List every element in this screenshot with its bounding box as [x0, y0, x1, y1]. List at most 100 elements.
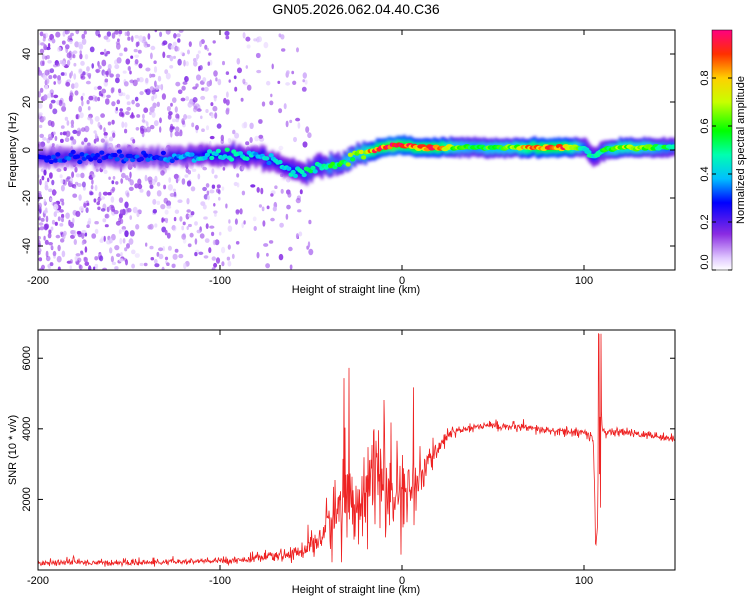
noise-speckle — [278, 108, 283, 114]
noise-speckle — [122, 238, 126, 244]
noise-speckle — [172, 225, 176, 229]
noise-speckle — [191, 168, 197, 172]
noise-speckle — [111, 101, 116, 107]
noise-speckle — [174, 248, 179, 253]
ridge-peak — [670, 144, 675, 149]
noise-speckle — [78, 129, 82, 135]
noise-speckle — [123, 47, 128, 52]
noise-speckle — [263, 41, 269, 49]
noise-speckle — [135, 41, 139, 48]
noise-speckle — [74, 41, 80, 48]
noise-speckle — [124, 175, 129, 181]
noise-speckle — [274, 185, 278, 189]
noise-speckle — [39, 48, 45, 54]
noise-speckle — [122, 70, 127, 74]
noise-speckle — [118, 258, 124, 262]
noise-speckle — [84, 54, 89, 60]
noise-speckle — [72, 129, 78, 134]
snr-y-axis-label: SNR (10 * v/v) — [7, 415, 19, 485]
noise-speckle — [52, 190, 57, 195]
noise-speckle — [84, 232, 88, 237]
noise-speckle — [237, 67, 242, 74]
ridge-peak — [209, 155, 215, 161]
noise-speckle — [72, 230, 77, 237]
noise-speckle — [49, 262, 54, 267]
noise-speckle — [93, 138, 97, 144]
noise-speckle — [63, 180, 67, 186]
noise-speckle — [110, 255, 114, 263]
noise-speckle — [100, 51, 105, 55]
noise-speckle — [194, 221, 198, 226]
noise-speckle — [38, 202, 42, 210]
noise-speckle — [46, 93, 52, 99]
noise-speckle — [261, 206, 265, 212]
noise-speckle — [227, 137, 232, 144]
noise-speckle — [169, 192, 175, 197]
noise-speckle — [297, 122, 301, 129]
noise-speckle — [111, 119, 115, 125]
noise-speckle — [110, 196, 115, 203]
noise-speckle — [173, 216, 177, 222]
noise-speckle — [110, 87, 114, 94]
noise-speckle — [163, 197, 169, 204]
noise-speckle — [56, 62, 60, 67]
noise-speckle — [103, 235, 106, 242]
noise-speckle — [75, 253, 81, 257]
noise-speckle — [209, 225, 215, 229]
noise-speckle — [95, 68, 101, 73]
noise-speckle — [99, 238, 104, 243]
noise-speckle — [170, 123, 174, 131]
noise-speckle — [65, 81, 71, 87]
noise-speckle — [181, 120, 186, 125]
noise-speckle — [74, 181, 79, 186]
noise-speckle — [266, 205, 270, 210]
noise-speckle — [221, 261, 225, 267]
noise-speckle — [80, 95, 84, 101]
noise-speckle — [156, 190, 162, 197]
noise-speckle — [206, 190, 210, 196]
noise-speckle — [234, 218, 238, 225]
noise-speckle — [137, 49, 142, 54]
noise-speckle — [47, 232, 52, 239]
noise-speckle — [235, 241, 240, 245]
noise-speckle — [305, 126, 310, 133]
noise-speckle — [146, 126, 151, 133]
noise-speckle — [162, 51, 166, 59]
noise-speckle — [43, 235, 46, 241]
noise-speckle — [260, 187, 264, 195]
noise-speckle — [124, 122, 128, 128]
noise-speckle — [71, 83, 75, 90]
noise-speckle — [135, 127, 140, 131]
noise-speckle — [74, 90, 79, 96]
noise-speckle — [118, 197, 124, 204]
noise-speckle — [94, 221, 99, 225]
x-tick-label: 0 — [399, 275, 405, 287]
snr-series-line — [38, 333, 675, 568]
noise-speckle — [81, 100, 84, 107]
noise-speckle — [161, 217, 164, 223]
noise-speckle — [93, 130, 97, 134]
noise-speckle — [266, 252, 269, 257]
noise-speckle — [203, 216, 208, 220]
y-tick-label: 4000 — [21, 417, 33, 441]
noise-speckle — [107, 192, 112, 196]
noise-speckle — [145, 67, 151, 72]
noise-speckle — [252, 216, 257, 222]
noise-speckle — [241, 190, 246, 196]
ridge-peak — [266, 160, 272, 166]
noise-speckle — [149, 124, 155, 130]
ridge-peak — [66, 156, 72, 161]
noise-speckle — [177, 38, 181, 43]
noise-speckle — [152, 198, 157, 205]
noise-speckle — [58, 99, 63, 107]
noise-speckle — [168, 177, 172, 183]
noise-speckle — [212, 239, 216, 246]
noise-speckle — [227, 260, 232, 267]
noise-speckle — [127, 36, 131, 41]
noise-speckle — [104, 135, 108, 139]
noise-speckle — [108, 237, 113, 244]
noise-speckle — [75, 173, 81, 178]
noise-speckle — [256, 187, 260, 193]
noise-speckle — [80, 73, 84, 79]
noise-speckle — [149, 245, 154, 250]
